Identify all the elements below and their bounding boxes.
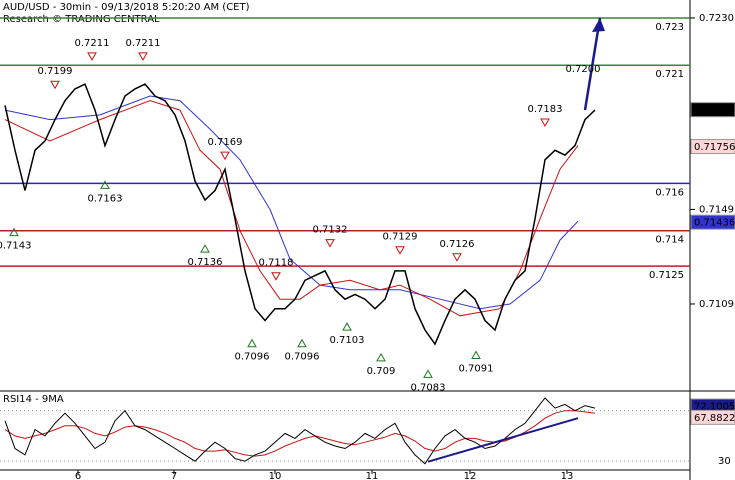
high-label: 0.7199 [38, 66, 73, 77]
low-marker [200, 244, 210, 253]
low-marker [342, 322, 352, 331]
rsi-last-value-label: 72.1005 [694, 402, 735, 413]
y-tick-label: 0.7109 [699, 299, 734, 310]
target-label: 0.7200 [566, 64, 601, 75]
low-marker [297, 338, 307, 348]
low-label: 0.7143 [0, 241, 32, 252]
level-label: 0.723 [655, 22, 684, 33]
low-marker [376, 352, 386, 362]
y-tick-label: 0.7230 [699, 13, 734, 24]
high-label: 0.7211 [75, 38, 110, 49]
x-tick-label: 12 [464, 471, 477, 480]
chart-title: AUD/USD - 30min - 09/13/2018 5:20:20 AM … [3, 2, 250, 13]
price-line [4, 83, 596, 346]
last-value-label: 0.71756 [694, 142, 735, 153]
low-label: 0.7083 [411, 382, 446, 393]
high-marker [271, 272, 281, 281]
x-tick-label: 7 [171, 471, 177, 480]
high-marker [540, 118, 550, 128]
rsi-trendline [427, 417, 579, 463]
high-label: 0.7169 [208, 137, 243, 148]
last-value-box [690, 139, 735, 155]
last-value-label: 0.71912 [694, 105, 735, 116]
arrow-head [592, 17, 605, 32]
high-marker [87, 52, 97, 61]
rsi-title: RSI14 - 9MA [3, 394, 64, 405]
rsi-last-value-box [690, 409, 735, 425]
high-label: 0.7129 [383, 232, 418, 243]
high-marker [395, 246, 405, 255]
low-marker [423, 369, 433, 378]
last-value-label: 0.71436 [694, 218, 735, 229]
high-label: 0.7183 [528, 104, 563, 115]
level-label: 0.721 [655, 69, 684, 80]
high-label: 0.7118 [259, 258, 294, 269]
low-marker [471, 350, 481, 360]
level-label: 0.7125 [649, 270, 684, 281]
high-label: 0.7126 [440, 239, 475, 250]
last-value-box [690, 214, 735, 230]
x-tick-label: 13 [561, 471, 574, 480]
ma-slow [4, 95, 579, 310]
rsi-tick-label: 30 [718, 456, 731, 467]
level-label: 0.716 [655, 187, 684, 198]
low-label: 0.709 [367, 366, 396, 377]
low-label: 0.7136 [188, 257, 223, 268]
low-marker [9, 227, 19, 237]
y-tick-label: 0.7149 [699, 204, 734, 215]
high-marker [220, 151, 230, 161]
low-label: 0.7103 [330, 335, 365, 346]
low-marker [247, 338, 257, 348]
low-marker [100, 180, 110, 189]
high-label: 0.7211 [126, 38, 161, 49]
x-tick-label: 6 [75, 471, 81, 480]
chart-subtitle: Research © TRADING CENTRAL [3, 14, 160, 25]
high-marker [50, 80, 60, 90]
high-label: 0.7132 [313, 225, 348, 236]
high-marker [452, 253, 462, 262]
low-label: 0.7163 [88, 193, 123, 204]
x-tick-label: 10 [269, 471, 282, 480]
low-label: 0.7096 [235, 352, 270, 363]
high-marker [138, 52, 148, 61]
low-label: 0.7096 [285, 352, 320, 363]
forecast-arrow [583, 17, 602, 111]
rsi-line [4, 397, 596, 465]
rsi-last-value-label: 67.8822 [694, 413, 735, 424]
high-marker [325, 239, 335, 248]
low-label: 0.7091 [459, 364, 494, 375]
last-value-box [690, 102, 735, 118]
level-label: 0.714 [655, 235, 684, 246]
x-tick-label: 11 [366, 471, 379, 480]
